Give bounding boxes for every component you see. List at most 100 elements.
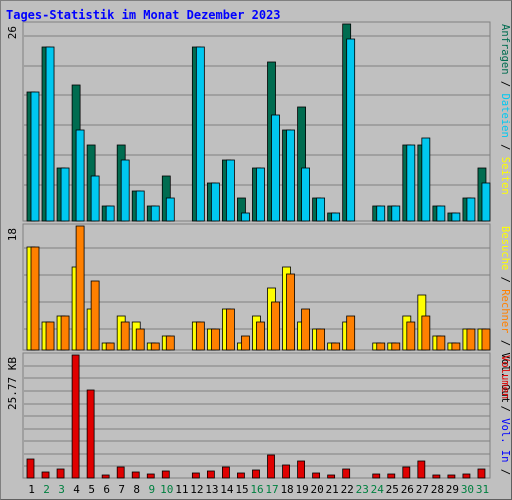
- bar-rechner-day-1: [30, 246, 40, 351]
- legend-item-besuche: Besuche: [499, 226, 511, 270]
- x-tick-label-day-15: 15: [235, 483, 248, 496]
- bar-rechner-day-26: [406, 321, 416, 351]
- bar-volumen-day-30: [462, 473, 471, 479]
- bar-rechner-day-6: [105, 342, 115, 351]
- bar-volumen-day-31: [477, 468, 486, 479]
- x-tick-label-day-17: 17: [265, 483, 278, 496]
- x-tick-label-day-8: 8: [133, 483, 140, 496]
- x-tick-label-day-18: 18: [280, 483, 293, 496]
- bar-volumen-day-17: [267, 454, 275, 479]
- bar-dateien-day-10: [165, 197, 175, 222]
- bar-dateien-day-20: [316, 197, 326, 222]
- bar-rechner-day-27: [421, 315, 431, 351]
- bar-rechner-day-13: [210, 328, 220, 351]
- bar-dateien-day-18: [286, 129, 295, 222]
- bar-rechner-day-12: [195, 321, 205, 351]
- right-legend-2: Besuche / Rechner / Vol. Out: [499, 226, 511, 403]
- bar-volumen-day-24: [372, 473, 381, 479]
- x-tick-label-day-20: 20: [311, 483, 324, 496]
- bar-volumen-day-22: [342, 468, 351, 479]
- bar-rechner-day-31: [481, 328, 491, 351]
- bar-rechner-day-21: [331, 342, 341, 351]
- bar-volumen-day-10: [161, 470, 170, 479]
- chart-title: Tages-Statistik im Monat Dezember 2023: [6, 8, 281, 22]
- legend-item-sep: /: [499, 334, 511, 353]
- x-tick-label-day-3: 3: [58, 483, 65, 496]
- x-tick-label-day-24: 24: [371, 483, 385, 496]
- bar-rechner-day-28: [436, 335, 446, 351]
- legend-item-sep: /: [499, 463, 511, 476]
- legend-item-volin: Vol. In: [499, 418, 511, 462]
- x-tick-label-day-13: 13: [205, 483, 218, 496]
- x-tick-label-day-12: 12: [190, 483, 203, 496]
- bar-rechner-day-22: [346, 315, 356, 351]
- bar-rechner-day-5: [90, 280, 100, 351]
- right-legend-3: Volumen / Vol. In /: [499, 355, 511, 475]
- x-tick-label-day-11: 11: [175, 483, 188, 496]
- bar-dateien-day-28: [436, 205, 446, 222]
- x-tick-label-day-21: 21: [326, 483, 339, 496]
- x-tick-label-day-16: 16: [250, 483, 263, 496]
- right-legend-1: Anfragen / Dateien / Seiten: [499, 24, 511, 195]
- x-tick-label-day-28: 28: [431, 483, 444, 496]
- bar-rechner-day-20: [316, 328, 326, 351]
- bar-dateien-day-7: [120, 159, 130, 222]
- bar-rechner-day-8: [135, 328, 145, 351]
- bar-volumen-day-2: [41, 471, 50, 479]
- bar-volumen-day-27: [417, 460, 426, 479]
- x-tick-label-day-14: 14: [220, 483, 234, 496]
- bar-rechner-day-16: [256, 321, 265, 351]
- x-tick-label-day-23: 23: [356, 483, 369, 496]
- bar-dateien-day-31: [481, 182, 491, 222]
- bar-volumen-day-7: [116, 466, 125, 479]
- bar-volumen-day-6: [101, 474, 110, 479]
- bar-rechner-day-24: [376, 342, 386, 351]
- x-tick-label-day-5: 5: [88, 483, 95, 496]
- legend-item-dateien: Dateien: [499, 94, 511, 138]
- bar-rechner-day-18: [286, 273, 295, 351]
- y-max-label: 26: [6, 26, 19, 39]
- bar-dateien-day-26: [406, 144, 416, 222]
- x-tick-label-day-9: 9: [148, 483, 155, 496]
- bar-volumen-day-8: [131, 471, 140, 479]
- bar-volumen-day-21: [327, 474, 336, 479]
- x-tick-label-day-7: 7: [118, 483, 125, 496]
- bar-dateien-day-5: [90, 175, 100, 222]
- legend-item-volout: Vol. Out: [499, 352, 511, 403]
- bar-volumen-day-15: [237, 472, 245, 479]
- bar-rechner-day-17: [271, 301, 280, 351]
- bar-dateien-day-15: [241, 212, 250, 222]
- bar-rechner-day-9: [150, 342, 160, 351]
- bar-volumen-day-26: [402, 466, 411, 479]
- bar-dateien-day-4: [75, 129, 85, 222]
- bar-dateien-day-30: [466, 197, 476, 222]
- bar-dateien-day-3: [60, 167, 70, 222]
- x-tick-label-day-6: 6: [103, 483, 110, 496]
- bar-rechner-day-4: [75, 225, 85, 351]
- bar-dateien-day-27: [421, 137, 431, 222]
- legend-item-sep: /: [499, 75, 511, 94]
- x-tick-label-day-27: 27: [416, 483, 429, 496]
- bar-volumen-day-1: [26, 458, 35, 479]
- bar-volumen-day-20: [312, 472, 321, 479]
- bar-dateien-day-2: [45, 46, 55, 222]
- bar-rechner-day-29: [451, 342, 461, 351]
- bar-rechner-day-14: [226, 308, 235, 351]
- bar-dateien-day-17: [271, 114, 280, 222]
- bar-volumen-day-13: [206, 470, 215, 479]
- legend-item-sep: /: [499, 138, 511, 157]
- bar-dateien-day-14: [226, 159, 235, 222]
- bar-volumen-day-12: [191, 472, 200, 479]
- x-tick-label-day-29: 29: [446, 483, 459, 496]
- legend-item-seiten: Seiten: [499, 157, 511, 195]
- bar-dateien-day-6: [105, 205, 115, 222]
- x-tick-label-day-31: 31: [476, 483, 489, 496]
- x-tick-label-day-4: 4: [73, 483, 80, 496]
- bar-dateien-day-8: [135, 190, 145, 222]
- bar-dateien-day-21: [331, 212, 341, 222]
- legend-item-rechner: Rechner: [499, 289, 511, 333]
- y-max-label: 25.77 KB: [6, 357, 19, 410]
- x-tick-label-day-22: 22: [341, 483, 354, 496]
- bar-dateien-day-25: [391, 205, 401, 222]
